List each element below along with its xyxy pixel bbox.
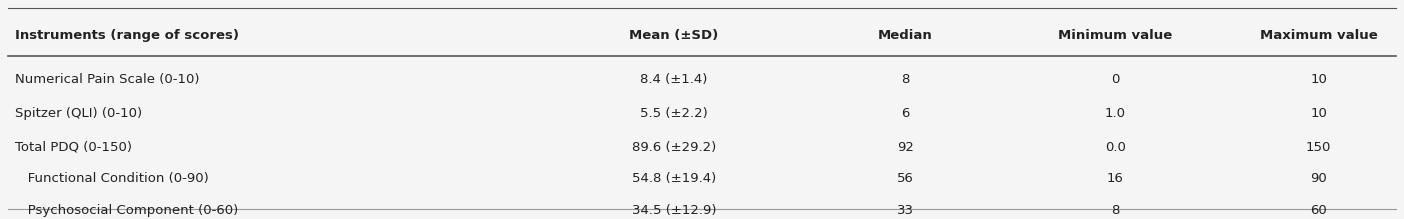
Text: Total PDQ (0-150): Total PDQ (0-150) <box>15 141 132 154</box>
Text: 60: 60 <box>1310 204 1327 217</box>
Text: 0: 0 <box>1111 73 1119 86</box>
Text: 8.4 (±1.4): 8.4 (±1.4) <box>640 73 708 86</box>
Text: 34.5 (±12.9): 34.5 (±12.9) <box>632 204 716 217</box>
Text: 150: 150 <box>1306 141 1331 154</box>
Text: Mean (±SD): Mean (±SD) <box>629 29 719 42</box>
Text: 16: 16 <box>1106 173 1123 185</box>
Text: 92: 92 <box>897 141 914 154</box>
Text: 0.0: 0.0 <box>1105 141 1126 154</box>
Text: Instruments (range of scores): Instruments (range of scores) <box>15 29 240 42</box>
Text: 10: 10 <box>1310 107 1327 120</box>
Text: 33: 33 <box>897 204 914 217</box>
Text: Median: Median <box>878 29 932 42</box>
Text: 8: 8 <box>1111 204 1119 217</box>
Text: Numerical Pain Scale (0-10): Numerical Pain Scale (0-10) <box>15 73 199 86</box>
Text: Functional Condition (0-90): Functional Condition (0-90) <box>15 173 209 185</box>
Text: Maximum value: Maximum value <box>1259 29 1377 42</box>
Text: Minimum value: Minimum value <box>1059 29 1172 42</box>
Text: 56: 56 <box>897 173 914 185</box>
Text: 6: 6 <box>901 107 910 120</box>
Text: Spitzer (QLI) (0-10): Spitzer (QLI) (0-10) <box>15 107 143 120</box>
Text: 10: 10 <box>1310 73 1327 86</box>
Text: 1.0: 1.0 <box>1105 107 1126 120</box>
Text: 8: 8 <box>901 73 910 86</box>
Text: 89.6 (±29.2): 89.6 (±29.2) <box>632 141 716 154</box>
Text: 54.8 (±19.4): 54.8 (±19.4) <box>632 173 716 185</box>
Text: 90: 90 <box>1310 173 1327 185</box>
Text: Psychosocial Component (0-60): Psychosocial Component (0-60) <box>15 204 239 217</box>
Text: 5.5 (±2.2): 5.5 (±2.2) <box>640 107 708 120</box>
